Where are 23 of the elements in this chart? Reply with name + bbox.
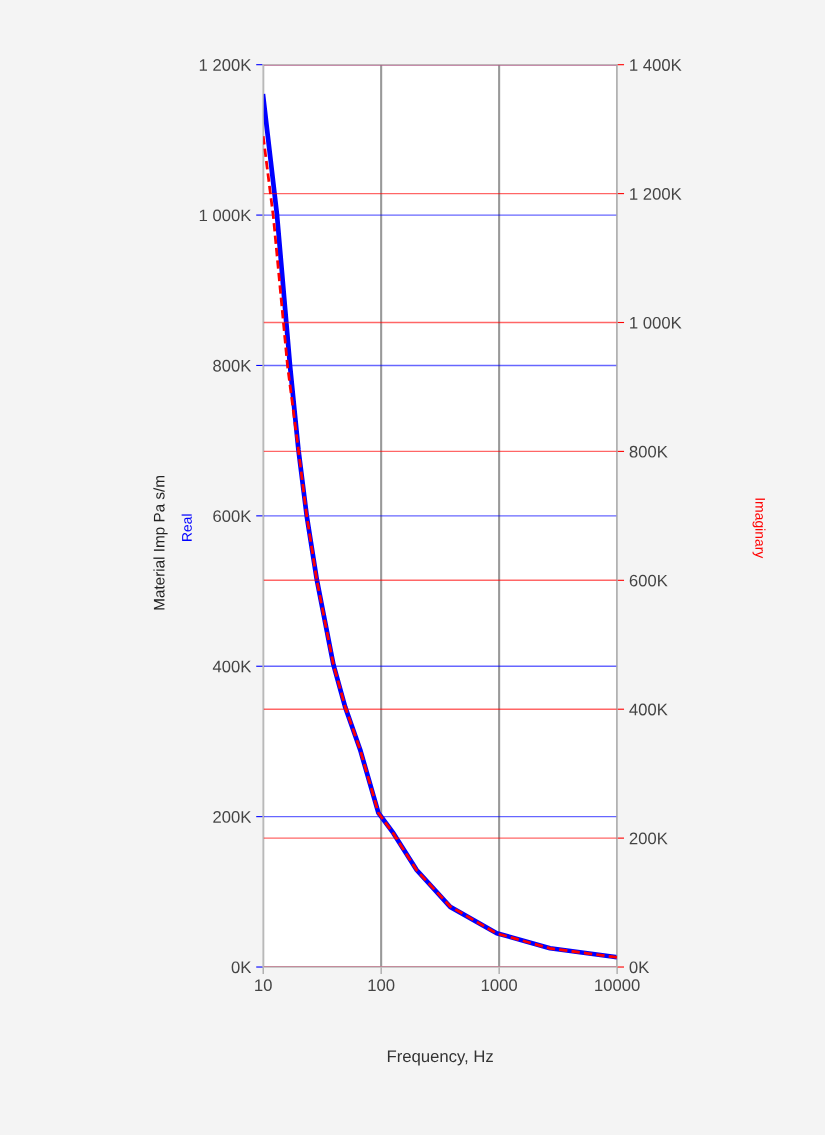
y2-tick-label: 200K xyxy=(629,832,668,845)
x-tick-label: 10 xyxy=(255,979,272,992)
y-tick-label: 800K xyxy=(213,359,252,372)
x-tick-label: 10000 xyxy=(595,979,640,992)
y2-tick-label: 600K xyxy=(629,574,668,587)
x-tick-label: 100 xyxy=(368,979,395,992)
y-axis-title: Material Imp Pa s/m xyxy=(153,476,168,610)
y2-tick-label: 1 400K xyxy=(630,59,682,71)
text: Imaginary xyxy=(752,498,766,559)
x-axis-title: Frequency, Hz xyxy=(387,1050,493,1066)
y-tick-label: 200K xyxy=(213,811,252,823)
x-tick-label: 1000 xyxy=(481,979,518,992)
y-tick-label: 400K xyxy=(212,660,252,673)
y2-tick-label: 1 000K xyxy=(630,316,682,329)
y-tick-label: 1 200K xyxy=(199,59,252,71)
text: Real xyxy=(181,514,192,541)
y2-tick-label: 800K xyxy=(629,445,668,458)
y2-tick-label: 400K xyxy=(629,703,668,716)
y-tick-label: 600K xyxy=(213,510,252,523)
y2-tick-label: 1 200K xyxy=(630,188,682,200)
y-tick-label: 1 000K xyxy=(199,209,252,222)
y-tick-label: 0K xyxy=(231,961,252,974)
y2-tick-label: 0K xyxy=(629,961,650,974)
